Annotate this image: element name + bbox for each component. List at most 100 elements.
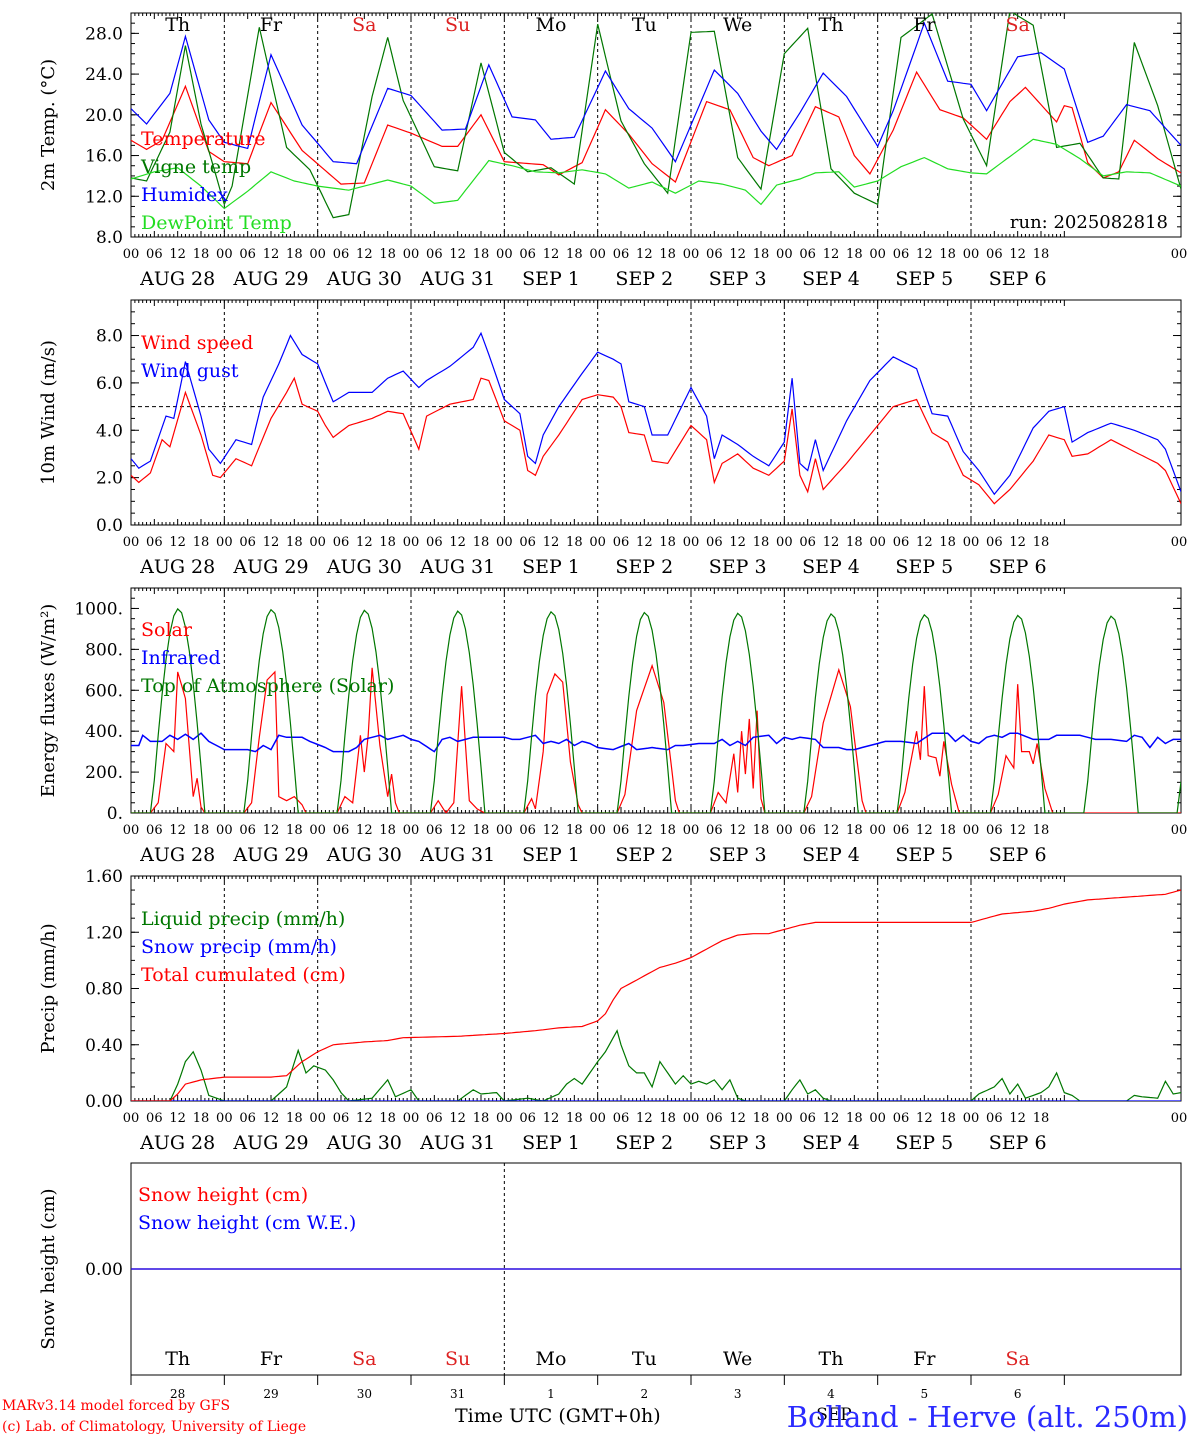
y-tick-label: 8.0 xyxy=(96,228,123,248)
legend-label: Wind gust xyxy=(141,360,239,382)
hour-label: 06 xyxy=(333,535,350,550)
hour-label: 00 xyxy=(869,1111,886,1126)
hour-label: 00 xyxy=(309,535,326,550)
hour-label: 18 xyxy=(659,535,676,550)
legend-label: Total cumulated (cm) xyxy=(141,964,346,986)
hour-label: 00 xyxy=(1171,535,1188,550)
legend-label: Snow height (cm W.E.) xyxy=(138,1212,356,1234)
weekday-label: Th xyxy=(165,1348,190,1370)
date-label: AUG 30 xyxy=(326,844,402,866)
series-infrared xyxy=(131,732,1181,753)
panel-4: 0.00 0.40 0.80 1.20 1.60 Precip (mm/h) Liquid … xyxy=(38,867,1187,1154)
hour-label: 06 xyxy=(239,823,256,838)
day-number-label: 29 xyxy=(263,1387,278,1401)
hour-label: 18 xyxy=(286,823,303,838)
hour-label: 06 xyxy=(613,535,630,550)
weekday-label: Tu xyxy=(632,14,657,36)
date-label: SEP 3 xyxy=(709,268,767,290)
day-number-label: 6 xyxy=(1014,1387,1022,1401)
weekday-label: Fr xyxy=(913,14,936,36)
date-label: AUG 28 xyxy=(139,556,215,578)
date-label: SEP 5 xyxy=(895,1132,953,1154)
hour-label: 00 xyxy=(123,247,140,262)
legend-label: Snow height (cm) xyxy=(138,1184,308,1206)
hour-label: 00 xyxy=(403,535,420,550)
day-number-label: 2 xyxy=(641,1387,649,1401)
panel-5: 0.00 Snow height (cm) Snow height (cm) Snow… xyxy=(38,1162,1182,1425)
y-tick-label: 1.20 xyxy=(85,923,123,943)
hour-label: 00 xyxy=(496,1111,513,1126)
hour-label: 18 xyxy=(379,1111,396,1126)
hour-label: 00 xyxy=(496,823,513,838)
weekday-label: Fr xyxy=(260,14,283,36)
y-tick-label: 0.00 xyxy=(85,1092,123,1112)
hour-label: 12 xyxy=(916,1111,933,1126)
hour-label: 12 xyxy=(356,823,373,838)
hour-label: 18 xyxy=(193,1111,210,1126)
hour-label: 18 xyxy=(753,1111,770,1126)
hour-label: 18 xyxy=(473,1111,490,1126)
hour-label: 06 xyxy=(333,247,350,262)
date-label: SEP 4 xyxy=(802,268,860,290)
date-label: SEP 3 xyxy=(709,556,767,578)
hour-label: 12 xyxy=(169,535,186,550)
y-tick-label: 20.0 xyxy=(85,106,123,126)
hour-label: 18 xyxy=(379,535,396,550)
hour-label: 06 xyxy=(613,823,630,838)
hour-label: 00 xyxy=(869,535,886,550)
date-label: AUG 30 xyxy=(326,556,402,578)
hour-label: 00 xyxy=(309,1111,326,1126)
run-annotation: run: 2025082818 xyxy=(1010,212,1168,233)
hour-label: 06 xyxy=(426,823,443,838)
date-label: AUG 28 xyxy=(139,844,215,866)
date-label: SEP 3 xyxy=(709,1132,767,1154)
y-tick-label: 28.0 xyxy=(85,24,123,44)
model-credit: MARv3.14 model forced by GFS xyxy=(2,1398,231,1414)
weekday-label: Fr xyxy=(913,1348,936,1370)
y-axis-title: Precip (mm/h) xyxy=(38,923,59,1053)
hour-label: 18 xyxy=(286,1111,303,1126)
hour-label: 12 xyxy=(263,1111,280,1126)
hour-label: 18 xyxy=(753,823,770,838)
hour-label: 00 xyxy=(589,535,606,550)
hour-label: 12 xyxy=(916,535,933,550)
hour-label: 18 xyxy=(659,1111,676,1126)
hour-label: 18 xyxy=(659,823,676,838)
hour-label: 12 xyxy=(636,247,653,262)
hour-label: 00 xyxy=(963,535,980,550)
date-label: SEP 2 xyxy=(615,1132,673,1154)
weekday-label: Fr xyxy=(260,1348,283,1370)
hour-label: 18 xyxy=(566,823,583,838)
hour-label: 06 xyxy=(799,1111,816,1126)
hour-label: 18 xyxy=(193,247,210,262)
weekday-label: Su xyxy=(445,14,470,36)
hour-label: 00 xyxy=(309,247,326,262)
plot-frame xyxy=(130,12,1182,238)
date-label: AUG 28 xyxy=(139,1132,215,1154)
hour-label: 06 xyxy=(706,535,723,550)
hour-label: 00 xyxy=(216,823,233,838)
y-tick-label: 0.80 xyxy=(85,980,123,1000)
y-tick-label: 12.0 xyxy=(85,187,123,207)
hour-label: 00 xyxy=(776,1111,793,1126)
hour-label: 12 xyxy=(636,535,653,550)
legend-label: Vigne temp xyxy=(140,156,251,178)
weekday-label: Su xyxy=(445,1348,470,1370)
date-label: AUG 31 xyxy=(419,1132,495,1154)
hour-label: 00 xyxy=(776,247,793,262)
hour-label: 00 xyxy=(216,247,233,262)
hour-label: 12 xyxy=(449,247,466,262)
date-label: SEP 4 xyxy=(802,1132,860,1154)
weekday-label: Mo xyxy=(536,1348,567,1370)
hour-label: 12 xyxy=(169,247,186,262)
plot-frame xyxy=(130,299,1182,526)
hour-label: 00 xyxy=(403,823,420,838)
hour-label: 12 xyxy=(823,247,840,262)
day-number-label: 5 xyxy=(921,1387,929,1401)
hour-label: 00 xyxy=(776,823,793,838)
date-label: AUG 31 xyxy=(419,844,495,866)
hour-label: 12 xyxy=(1009,247,1026,262)
hour-label: 00 xyxy=(123,535,140,550)
hour-label: 12 xyxy=(169,823,186,838)
hour-label: 12 xyxy=(356,535,373,550)
